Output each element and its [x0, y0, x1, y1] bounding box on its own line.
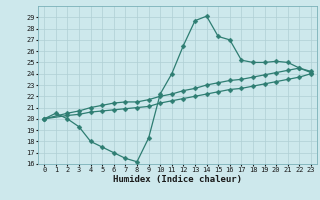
X-axis label: Humidex (Indice chaleur): Humidex (Indice chaleur) — [113, 175, 242, 184]
